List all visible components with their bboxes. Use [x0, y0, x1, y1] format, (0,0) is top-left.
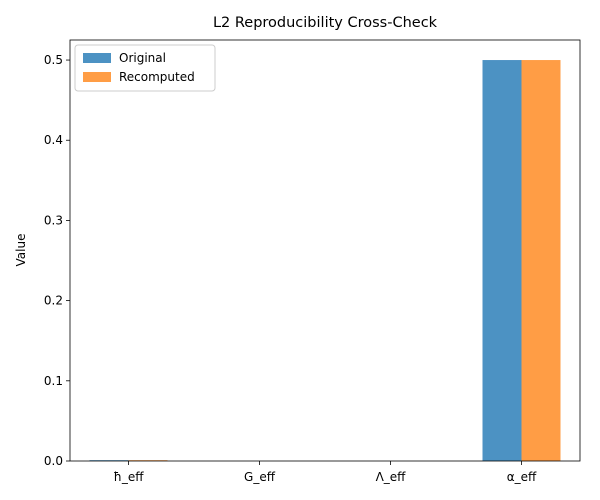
x-tick-label: G_eff	[244, 470, 276, 484]
plot-frame	[69, 39, 581, 462]
y-axis-label: Value	[14, 234, 28, 267]
y-tick-label: 0.1	[44, 374, 63, 388]
y-axis: 0.0 0.1 0.2 0.3 0.4 0.5	[44, 53, 70, 468]
bar-original-0	[89, 460, 129, 461]
legend-swatch-original	[83, 53, 111, 63]
y-tick-label: 0.2	[44, 294, 63, 308]
legend-swatch-recomputed	[83, 72, 111, 82]
x-tick-label: Λ_eff	[376, 470, 407, 484]
y-tick-label: 0.5	[44, 53, 63, 67]
y-tick-label: 0.4	[44, 133, 63, 147]
plot-area	[89, 60, 561, 462]
x-tick-label: α_eff	[507, 470, 537, 484]
legend: Original Recomputed	[74, 44, 216, 92]
bar-recomputed-3	[521, 60, 561, 462]
bar-recomputed-0	[128, 460, 168, 461]
y-tick-label: 0.0	[44, 454, 63, 468]
x-tick-label: ħ_eff	[114, 470, 145, 484]
legend-label-recomputed: Recomputed	[119, 70, 195, 84]
chart-title: L2 Reproducibility Cross-Check	[213, 15, 438, 31]
bar-original-3	[482, 60, 522, 462]
x-axis: ħ_eff G_eff Λ_eff α_eff	[114, 461, 537, 484]
y-tick-label: 0.3	[44, 213, 63, 227]
legend-label-original: Original	[119, 51, 166, 65]
